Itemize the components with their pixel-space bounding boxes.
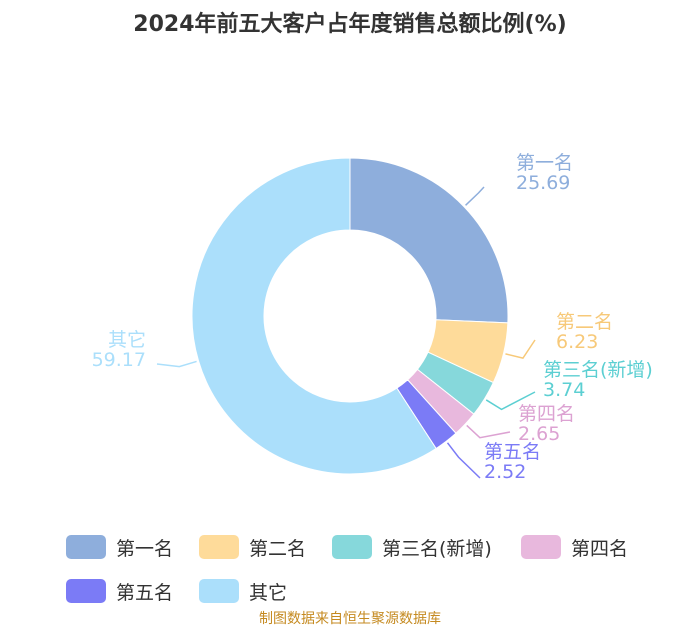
legend-item-3[interactable]: 第三名(新增) (332, 532, 492, 562)
legend-item-4[interactable]: 第四名 (521, 532, 628, 562)
slice-label-3: 第三名(新增) 3.74 (543, 359, 653, 401)
legend-label-1: 第一名 (116, 537, 174, 560)
slice-value-2: 6.23 (556, 331, 598, 353)
leader-line-2 (505, 339, 536, 360)
slices-group (191, 157, 509, 475)
slice-label-4: 第四名 2.65 (518, 403, 575, 445)
slice-value-4: 2.65 (518, 423, 560, 445)
legend-swatch-1 (66, 535, 106, 559)
leader-line-6 (156, 360, 197, 368)
legend-item-6[interactable]: 其它 (199, 576, 287, 606)
slice-name-3: 第三名(新增) (543, 359, 653, 381)
leader-line-1 (465, 186, 485, 206)
source-note: 制图数据来自恒生聚源数据库 (259, 611, 441, 627)
slice-6[interactable] (191, 157, 437, 475)
slice-name-6: 其它 (108, 329, 146, 351)
legend-item-1[interactable]: 第一名 (66, 532, 173, 562)
slice-name-5: 第五名 (484, 441, 541, 463)
legend-label-3: 第三名(新增) (382, 537, 492, 560)
slice-label-5: 第五名 2.52 (484, 441, 541, 483)
slice-value-6: 59.17 (92, 349, 146, 371)
leader-line-4 (466, 424, 511, 439)
legend-swatch-6 (199, 579, 239, 603)
slice-name-1: 第一名 (516, 152, 573, 174)
legend-swatch-2 (199, 535, 239, 559)
slice-1[interactable] (349, 157, 509, 324)
chart-title: 2024年前五大客户占年度销售总额比例(%) (133, 12, 567, 37)
legend-label-2: 第二名 (249, 537, 307, 560)
slice-value-1: 25.69 (516, 172, 570, 194)
slice-value-5: 2.52 (484, 461, 526, 483)
leader-line-5 (446, 442, 481, 479)
legend-label-5: 第五名 (116, 581, 174, 604)
slice-label-2: 第二名 6.23 (556, 311, 613, 353)
legend-swatch-3 (332, 535, 372, 559)
legend-label-6: 其它 (249, 581, 288, 604)
slice-name-4: 第四名 (518, 403, 575, 425)
legend-swatch-4 (521, 535, 561, 559)
slice-value-3: 3.74 (543, 379, 585, 401)
leader-line-3 (485, 391, 536, 411)
legend-item-5[interactable]: 第五名 (66, 576, 173, 606)
legend-swatch-5 (66, 579, 106, 603)
slice-label-6: 其它 59.17 (92, 329, 146, 371)
slice-name-2: 第二名 (556, 311, 613, 333)
legend-label-4: 第四名 (571, 537, 629, 560)
legend-item-2[interactable]: 第二名 (199, 532, 306, 562)
slice-label-1: 第一名 25.69 (516, 152, 573, 194)
